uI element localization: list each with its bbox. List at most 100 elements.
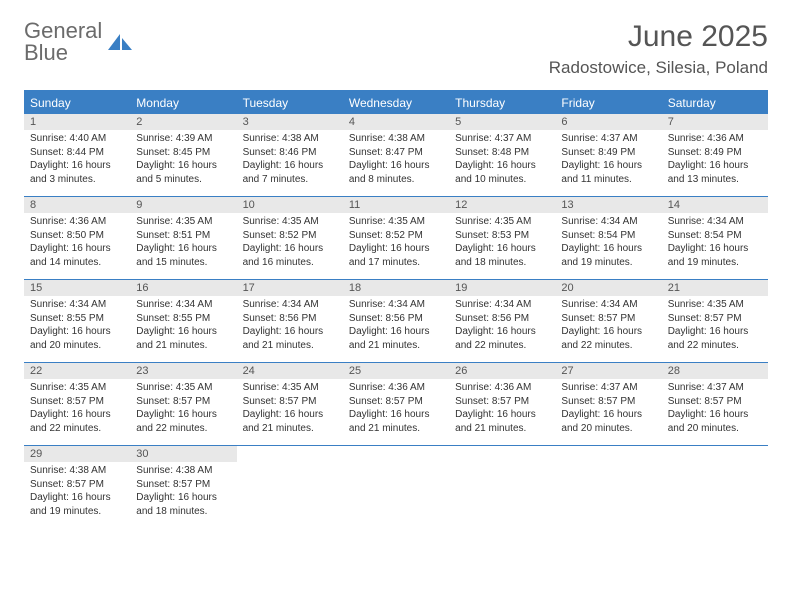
sunset-text: Sunset: 8:57 PM [30,478,124,492]
day-details: Sunrise: 4:34 AMSunset: 8:56 PMDaylight:… [449,298,555,352]
calendar-cell: 23 Sunrise: 4:35 AMSunset: 8:57 PMDayligh… [130,363,236,445]
day-number: 25 [343,363,449,379]
sunrise-text: Sunrise: 4:38 AM [243,132,337,146]
sunset-text: Sunset: 8:52 PM [243,229,337,243]
daylight-text: Daylight: 16 hours and 19 minutes. [668,242,762,269]
calendar-cell: 18 Sunrise: 4:34 AMSunset: 8:56 PMDayligh… [343,280,449,362]
day-details: Sunrise: 4:38 AMSunset: 8:47 PMDaylight:… [343,132,449,186]
day-details: Sunrise: 4:34 AMSunset: 8:56 PMDaylight:… [237,298,343,352]
day-number: 7 [662,114,768,130]
day-details: Sunrise: 4:35 AMSunset: 8:53 PMDaylight:… [449,215,555,269]
day-details: Sunrise: 4:35 AMSunset: 8:52 PMDaylight:… [237,215,343,269]
sunrise-text: Sunrise: 4:36 AM [349,381,443,395]
sunset-text: Sunset: 8:49 PM [561,146,655,160]
calendar-cell: 15 Sunrise: 4:34 AMSunset: 8:55 PMDayligh… [24,280,130,362]
day-details: Sunrise: 4:34 AMSunset: 8:55 PMDaylight:… [24,298,130,352]
page-title: June 2025 [549,20,768,54]
day-details: Sunrise: 4:34 AMSunset: 8:54 PMDaylight:… [662,215,768,269]
daylight-text: Daylight: 16 hours and 5 minutes. [136,159,230,186]
calendar-cell [662,446,768,528]
day-number: 15 [24,280,130,296]
sunset-text: Sunset: 8:56 PM [349,312,443,326]
sunset-text: Sunset: 8:45 PM [136,146,230,160]
sunrise-text: Sunrise: 4:38 AM [349,132,443,146]
week-row: 29Sunrise: 4:38 AMSunset: 8:57 PMDayligh… [24,446,768,528]
sunset-text: Sunset: 8:46 PM [243,146,337,160]
sunrise-text: Sunrise: 4:35 AM [30,381,124,395]
daylight-text: Daylight: 16 hours and 22 minutes. [30,408,124,435]
daylight-text: Daylight: 16 hours and 8 minutes. [349,159,443,186]
day-number: 18 [343,280,449,296]
day-number: 26 [449,363,555,379]
day-header: Tuesday [237,92,343,114]
day-number: 22 [24,363,130,379]
day-number: 2 [130,114,236,130]
day-header: Wednesday [343,92,449,114]
logo-word1: General [24,20,102,42]
sunrise-text: Sunrise: 4:35 AM [243,381,337,395]
calendar-cell: 30Sunrise: 4:38 AMSunset: 8:57 PMDayligh… [130,446,236,528]
sunset-text: Sunset: 8:57 PM [243,395,337,409]
sunrise-text: Sunrise: 4:36 AM [668,132,762,146]
sunrise-text: Sunrise: 4:35 AM [136,381,230,395]
day-number: 20 [555,280,661,296]
sunset-text: Sunset: 8:57 PM [349,395,443,409]
calendar-cell: 11Sunrise: 4:35 AMSunset: 8:52 PMDayligh… [343,197,449,279]
calendar-cell: 20 Sunrise: 4:34 AMSunset: 8:57 PMDayligh… [555,280,661,362]
sunrise-text: Sunrise: 4:37 AM [668,381,762,395]
title-block: June 2025 Radostowice, Silesia, Poland [549,20,768,78]
week-row: 1 Sunrise: 4:40 AMSunset: 8:44 PMDaylight… [24,114,768,197]
calendar-cell: 17 Sunrise: 4:34 AMSunset: 8:56 PMDayligh… [237,280,343,362]
sunset-text: Sunset: 8:52 PM [349,229,443,243]
daylight-text: Daylight: 16 hours and 13 minutes. [668,159,762,186]
day-details: Sunrise: 4:40 AMSunset: 8:44 PMDaylight:… [24,132,130,186]
sunset-text: Sunset: 8:48 PM [455,146,549,160]
sunrise-text: Sunrise: 4:34 AM [455,298,549,312]
day-details: Sunrise: 4:39 AMSunset: 8:45 PMDaylight:… [130,132,236,186]
day-details: Sunrise: 4:36 AMSunset: 8:50 PMDaylight:… [24,215,130,269]
daylight-text: Daylight: 16 hours and 18 minutes. [455,242,549,269]
sunset-text: Sunset: 8:51 PM [136,229,230,243]
calendar-cell: 25Sunrise: 4:36 AMSunset: 8:57 PMDayligh… [343,363,449,445]
sunrise-text: Sunrise: 4:35 AM [136,215,230,229]
logo: General Blue [24,20,134,64]
sunset-text: Sunset: 8:44 PM [30,146,124,160]
calendar-cell: 28Sunrise: 4:37 AMSunset: 8:57 PMDayligh… [662,363,768,445]
sunset-text: Sunset: 8:53 PM [455,229,549,243]
calendar-cell: 12 Sunrise: 4:35 AMSunset: 8:53 PMDayligh… [449,197,555,279]
sunset-text: Sunset: 8:49 PM [668,146,762,160]
day-details: Sunrise: 4:34 AMSunset: 8:56 PMDaylight:… [343,298,449,352]
sunset-text: Sunset: 8:55 PM [30,312,124,326]
calendar-cell: 7 Sunrise: 4:36 AMSunset: 8:49 PMDaylight… [662,114,768,196]
day-details: Sunrise: 4:35 AMSunset: 8:57 PMDaylight:… [24,381,130,435]
daylight-text: Daylight: 16 hours and 7 minutes. [243,159,337,186]
sunrise-text: Sunrise: 4:35 AM [243,215,337,229]
day-details: Sunrise: 4:35 AMSunset: 8:57 PMDaylight:… [130,381,236,435]
daylight-text: Daylight: 16 hours and 15 minutes. [136,242,230,269]
day-number: 17 [237,280,343,296]
day-number: 8 [24,197,130,213]
day-number: 23 [130,363,236,379]
day-details: Sunrise: 4:38 AMSunset: 8:46 PMDaylight:… [237,132,343,186]
sunset-text: Sunset: 8:56 PM [243,312,337,326]
day-number: 1 [24,114,130,130]
sunset-text: Sunset: 8:56 PM [455,312,549,326]
week-row: 22Sunrise: 4:35 AMSunset: 8:57 PMDayligh… [24,363,768,446]
day-number: 24 [237,363,343,379]
sail-icon [106,32,134,52]
daylight-text: Daylight: 16 hours and 19 minutes. [30,491,124,518]
day-header: Thursday [449,92,555,114]
daylight-text: Daylight: 16 hours and 18 minutes. [136,491,230,518]
sunrise-text: Sunrise: 4:35 AM [349,215,443,229]
sunrise-text: Sunrise: 4:35 AM [668,298,762,312]
daylight-text: Daylight: 16 hours and 10 minutes. [455,159,549,186]
sunrise-text: Sunrise: 4:34 AM [136,298,230,312]
day-details: Sunrise: 4:34 AMSunset: 8:57 PMDaylight:… [555,298,661,352]
day-details: Sunrise: 4:37 AMSunset: 8:49 PMDaylight:… [555,132,661,186]
day-details: Sunrise: 4:37 AMSunset: 8:57 PMDaylight:… [662,381,768,435]
calendar-cell: 26Sunrise: 4:36 AMSunset: 8:57 PMDayligh… [449,363,555,445]
sunrise-text: Sunrise: 4:38 AM [30,464,124,478]
day-number: 12 [449,197,555,213]
sunrise-text: Sunrise: 4:37 AM [455,132,549,146]
sunrise-text: Sunrise: 4:34 AM [30,298,124,312]
